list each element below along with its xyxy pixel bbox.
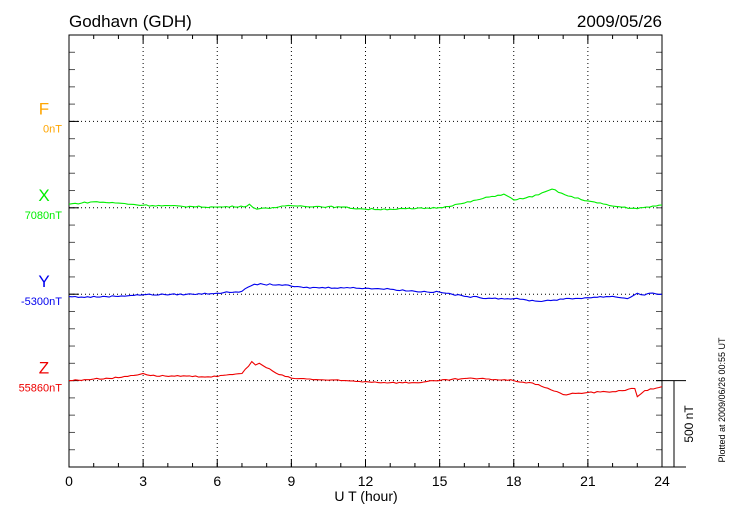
trace-y <box>68 283 663 303</box>
x-axis-label: U T (hour) <box>334 488 397 504</box>
axes: 0 3 6 9 12 15 18 21 24 <box>65 34 686 489</box>
chart-title: Godhavn (GDH) <box>69 12 192 31</box>
channel-name-y: Y <box>38 272 49 291</box>
channel-baseline-y: -5300nT <box>21 296 62 308</box>
grid <box>69 35 662 467</box>
channel-name-z: Z <box>39 359 49 378</box>
x-tick-label: 21 <box>580 473 596 489</box>
x-tick-label: 15 <box>432 473 448 489</box>
x-tick-label: 3 <box>139 473 147 489</box>
channel-baseline-z: 55860nT <box>19 383 63 395</box>
channel-name-x: X <box>38 186 49 205</box>
chart-date: 2009/05/26 <box>577 12 662 31</box>
plotted-at-footnote: Plotted at 2009/06/26 00:55 UT <box>717 337 727 463</box>
x-tick-label: 18 <box>506 473 522 489</box>
channel-name-f: F <box>39 99 49 118</box>
x-tick-label: 12 <box>358 473 374 489</box>
channel-baseline-x: 7080nT <box>25 210 63 222</box>
scale-bar-label: 500 nT <box>682 405 696 443</box>
trace-z <box>69 360 663 398</box>
plot-frame <box>68 34 663 468</box>
x-tick-label: 24 <box>654 473 670 489</box>
x-tick-label: 0 <box>65 473 73 489</box>
channel-labels: F 0nT X 7080nT Y -5300nT Z 55860nT <box>19 99 63 394</box>
x-tick-label: 9 <box>287 473 295 489</box>
channel-baseline-f: 0nT <box>43 123 62 135</box>
trace-x <box>68 188 663 211</box>
x-tick-label: 6 <box>213 473 221 489</box>
traces <box>68 188 663 398</box>
